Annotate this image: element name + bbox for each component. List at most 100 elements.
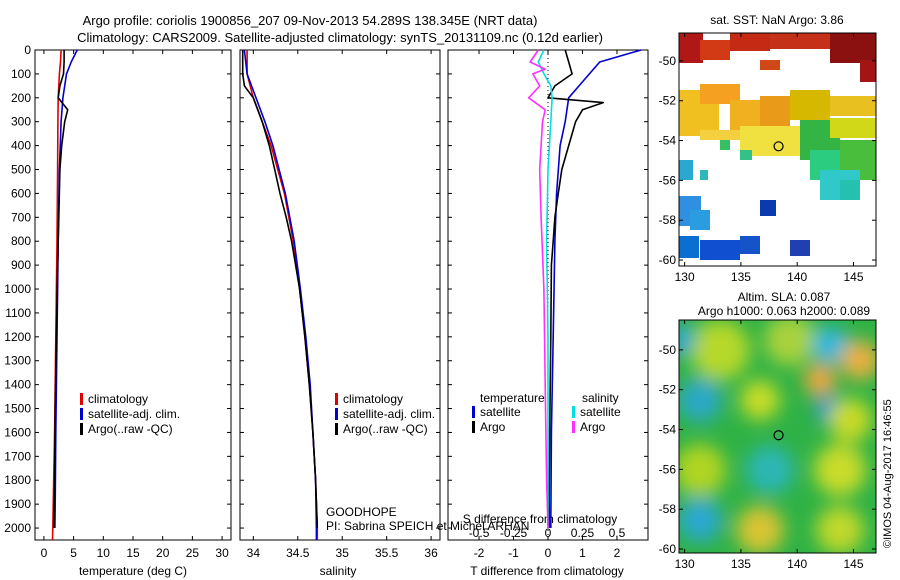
xtick2-label: -0.25 (500, 526, 528, 540)
legend-swatch (80, 423, 83, 435)
temperature-xlabel: temperature (deg C) (79, 564, 187, 578)
sla-map-title-2: Argo h1000: 0.063 h2000: 0.089 (698, 304, 870, 318)
series-line-argo-raw-qc- (241, 50, 319, 529)
title-line-1: Argo profile: coriolis 1900856_207 09-No… (83, 13, 538, 28)
legend-swatch (80, 408, 83, 420)
xtick-label: -1 (508, 546, 519, 560)
sst-cell (840, 180, 860, 200)
series-line-temperature-argo (547, 49, 605, 529)
sla-blob (828, 398, 872, 442)
sst-field (679, 33, 876, 260)
ytick-label: 900 (11, 258, 31, 272)
xtick-label: 5 (70, 546, 77, 560)
legend-swatch (335, 408, 338, 420)
sla-blob (679, 378, 722, 422)
map-xtick-label: 140 (787, 270, 807, 284)
legend-label: satellite-adj. clim. (343, 407, 435, 421)
annotation-project: GOODHOPE (326, 505, 397, 519)
legend-label: Argo (580, 420, 606, 434)
sla-blob (746, 446, 794, 494)
map-xtick-label: 145 (843, 270, 863, 284)
xtick-label: 35.5 (375, 546, 399, 560)
sst-cell (700, 240, 740, 260)
xtick2-label: 0.5 (609, 526, 626, 540)
map-ytick-label: -60 (659, 542, 677, 556)
xtick-label: 35 (336, 546, 350, 560)
series-line-satellite-adj-clim- (243, 49, 318, 540)
series-line-climatology (246, 50, 319, 540)
legend-header: temperature (480, 391, 545, 405)
xtick-label: 15 (126, 546, 140, 560)
map-ytick-label: -50 (659, 343, 677, 357)
salinity-axes (239, 49, 441, 541)
argo-location-marker (773, 430, 784, 441)
xtick-label: 34 (247, 546, 261, 560)
salinity-xlabel: salinity (320, 564, 357, 578)
sst-cell (790, 90, 830, 120)
legend-swatch (335, 423, 338, 435)
sla-blob (679, 324, 696, 356)
xtick-label: 25 (186, 546, 200, 560)
xtick-label: 20 (156, 546, 170, 560)
sst-cell (830, 33, 876, 63)
xtick-label: 10 (97, 546, 111, 560)
ytick-label: 1100 (5, 306, 31, 320)
legend-label: satellite (580, 405, 621, 419)
sla-blob (736, 506, 784, 553)
ytick-label: 400 (11, 139, 31, 153)
xtick-label: 1 (579, 546, 586, 560)
chart-marks: 0 5 10 15 20 25 300100200300400500600700800900… (4, 33, 876, 571)
sla-blobs (679, 320, 876, 553)
ytick-label: 0 (24, 43, 31, 57)
ytick-label: 1000 (4, 282, 31, 296)
map-ytick-label: -50 (659, 54, 677, 68)
sst-cell (690, 210, 710, 230)
legend-swatch (80, 393, 83, 405)
map-xtick-label: 145 (843, 557, 863, 571)
legend-swatch (335, 393, 338, 405)
sst-cell (830, 118, 876, 138)
xtick-label: 36 (424, 546, 438, 560)
sst-cell (740, 150, 752, 160)
legend-label: Argo(..raw -QC) (343, 422, 428, 436)
ytick-label: 700 (11, 210, 31, 224)
sst-cell (790, 240, 810, 256)
legend-swatch (472, 421, 475, 433)
map-xtick-label: 140 (787, 557, 807, 571)
xtick2-label: -0.5 (469, 526, 490, 540)
sst-cell (730, 100, 760, 130)
ytick-label: 1500 (4, 402, 31, 416)
map-ytick-label: -60 (659, 253, 677, 267)
sla-blob (814, 444, 866, 496)
map-ytick-label: -54 (659, 423, 677, 437)
legend-swatch (472, 406, 475, 418)
sst-cell (740, 236, 760, 254)
sla-map-title-1: Altim. SLA: 0.087 (738, 290, 831, 304)
ytick-label: 600 (11, 186, 31, 200)
xtick-label: 30 (215, 546, 229, 560)
xtick-label: -2 (474, 546, 485, 560)
copyright-watermark: ©IMOS 04-Aug-2017 16:46:55 (882, 399, 894, 548)
ytick-label: 300 (11, 115, 31, 129)
map-ytick-label: -52 (659, 94, 677, 108)
ytick-label: 1900 (4, 497, 31, 511)
map-ytick-label: -54 (659, 134, 677, 148)
sst-cell (760, 60, 780, 70)
xtick-label: 2 (614, 546, 621, 560)
xtick-label: 34.5 (286, 546, 310, 560)
ytick-label: 2000 (4, 521, 31, 535)
ytick-label: 500 (11, 163, 31, 177)
sst-cell (679, 160, 693, 180)
difference-xlabel-top: S difference from climatology (463, 512, 618, 526)
map-xtick-label: 135 (731, 557, 751, 571)
ytick-label: 1700 (4, 449, 31, 463)
legend-label: Argo(..raw -QC) (88, 422, 173, 436)
sla-field (679, 320, 876, 553)
legend-label: climatology (88, 392, 148, 406)
map-ytick-label: -52 (659, 383, 677, 397)
ytick-label: 100 (11, 67, 31, 81)
sst-map-title: sat. SST: NaN Argo: 3.86 (710, 13, 844, 27)
map-xtick-label: 130 (675, 270, 695, 284)
map-xtick-label: 130 (675, 557, 695, 571)
